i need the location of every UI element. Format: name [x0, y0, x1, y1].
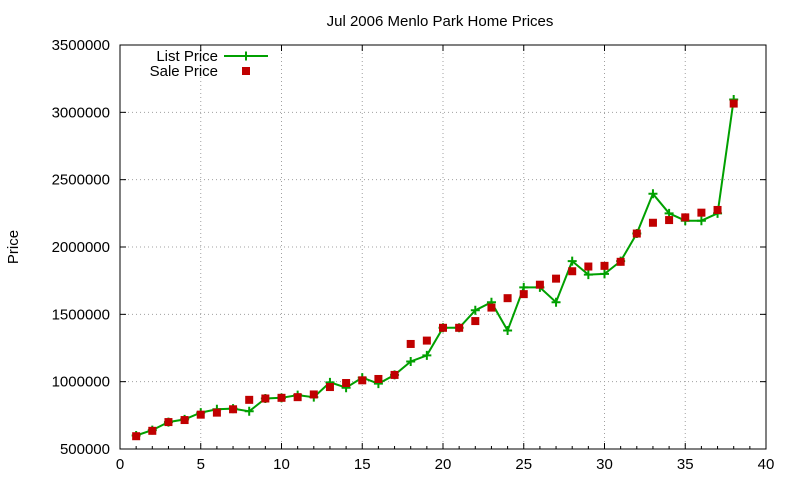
data-point — [729, 99, 738, 108]
y-tick-label: 2000000 — [52, 239, 110, 256]
y-axis-label: Price — [5, 230, 22, 264]
data-point — [455, 323, 464, 332]
x-tick-label: 40 — [758, 456, 775, 473]
axes: 0 5 10 15 20 25 30 35 40 500000 1000000 1500000 2000… — [52, 37, 775, 473]
data-point — [374, 374, 383, 383]
data-point — [616, 257, 625, 266]
data-point — [245, 395, 254, 404]
data-point — [487, 303, 496, 312]
x-tick-label: 15 — [354, 456, 371, 473]
data-point — [293, 393, 302, 402]
data-point — [567, 256, 577, 266]
data-point — [358, 376, 367, 385]
series-line — [135, 99, 735, 437]
data-point — [471, 317, 480, 326]
y-tick-label: 3500000 — [52, 37, 110, 54]
y-tick-label: 1000000 — [52, 374, 110, 391]
data-point — [277, 393, 286, 402]
data-point — [470, 305, 480, 315]
x-tick-label: 20 — [435, 456, 452, 473]
data-point — [551, 297, 561, 307]
data-point — [422, 336, 431, 345]
data-point — [584, 262, 593, 271]
data-point — [503, 325, 513, 335]
data-point — [648, 218, 657, 227]
legend-marker — [242, 67, 250, 75]
chart-title: Jul 2006 Menlo Park Home Prices — [327, 13, 554, 30]
data-point — [309, 390, 318, 399]
data-point — [600, 269, 609, 279]
data-point — [583, 270, 593, 280]
data-point — [713, 205, 722, 214]
x-tick-label: 25 — [515, 456, 532, 473]
data-point — [261, 394, 270, 403]
y-tick-label: 500000 — [60, 441, 110, 458]
x-tick-label: 10 — [273, 456, 290, 473]
y-tick-label: 2500000 — [52, 172, 110, 189]
data-point — [503, 294, 512, 303]
data-point — [439, 323, 447, 332]
data-point — [568, 267, 577, 276]
legend-marker — [241, 51, 251, 61]
data-point — [180, 416, 189, 425]
series-sale-price — [132, 99, 738, 441]
data-point — [196, 410, 205, 419]
data-point — [681, 213, 690, 222]
data-point — [406, 339, 415, 348]
legend-label: List Price — [156, 48, 218, 65]
data-point — [648, 189, 658, 199]
data-point — [148, 426, 157, 435]
series-list-price — [131, 95, 739, 441]
x-tick-label: 30 — [596, 456, 613, 473]
data-point — [519, 290, 528, 299]
data-point — [325, 383, 334, 392]
data-point — [390, 370, 399, 379]
y-tick-label: 3000000 — [52, 104, 110, 121]
x-tick-label: 5 — [197, 456, 205, 473]
x-tick-label: 0 — [116, 456, 124, 473]
data-point — [535, 280, 544, 289]
data-point — [132, 432, 141, 441]
data-point — [406, 356, 416, 366]
data-point — [229, 405, 238, 414]
y-tick-label: 1500000 — [52, 306, 110, 323]
data-point — [212, 408, 221, 417]
data-point — [600, 261, 609, 270]
x-tick-label: 35 — [677, 456, 694, 473]
data-point — [697, 208, 706, 217]
data-point — [244, 406, 254, 416]
data-point — [164, 418, 173, 427]
data-point — [422, 350, 432, 360]
legend-label: Sale Price — [150, 63, 218, 80]
data-point — [342, 379, 351, 388]
grid — [120, 45, 766, 449]
data-point — [552, 274, 561, 283]
plot-area — [131, 95, 739, 441]
data-point — [632, 229, 641, 238]
data-point — [696, 216, 706, 226]
data-point — [665, 216, 674, 225]
